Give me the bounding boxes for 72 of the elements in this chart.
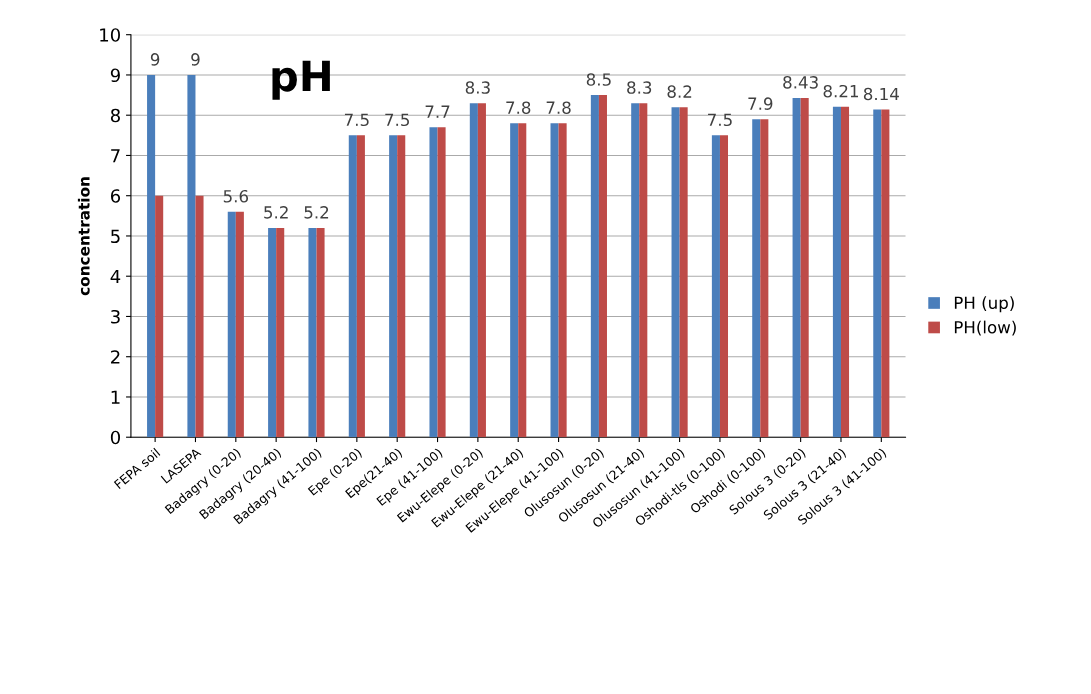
- bar: [840, 106, 850, 438]
- y-tick-label: 5: [111, 229, 120, 244]
- legend-label: PH (up): [954, 296, 1014, 313]
- bar: [518, 123, 527, 438]
- data-label: 5.6: [223, 189, 249, 203]
- bar: [550, 123, 559, 438]
- y-tick-label: 10: [100, 28, 120, 42]
- bar: [719, 135, 729, 438]
- data-label: 8.43: [783, 76, 818, 89]
- bar: [356, 135, 365, 438]
- bar: [639, 103, 648, 438]
- bar: [195, 195, 204, 438]
- bar: [631, 103, 640, 438]
- data-label: 8.21: [823, 84, 858, 98]
- data-label: 8.3: [627, 81, 652, 94]
- bar: [800, 97, 809, 438]
- y-tick-label: 3: [111, 309, 120, 324]
- bar: [187, 74, 196, 438]
- bar: [235, 211, 244, 438]
- bar: [348, 135, 357, 438]
- bar: [590, 95, 599, 438]
- data-label: 8.3: [465, 81, 490, 94]
- bar: [429, 127, 438, 438]
- data-label: 7.5: [344, 113, 369, 127]
- text: pH: [272, 60, 330, 100]
- data-label: 7.8: [546, 101, 571, 114]
- bar: [316, 227, 325, 438]
- legend-label: PH(low): [954, 320, 1016, 336]
- data-label: 7.5: [708, 113, 732, 127]
- data-label: 5.2: [304, 206, 329, 219]
- y-tick-label: 4: [110, 269, 121, 284]
- data-label: 7.9: [748, 97, 773, 110]
- data-label: 5.2: [264, 206, 288, 219]
- bar: [147, 74, 156, 438]
- bar: [477, 103, 486, 438]
- bar: [873, 109, 882, 438]
- bar: [389, 135, 398, 438]
- bar: [276, 227, 285, 438]
- y-tick-label: 2: [111, 350, 120, 364]
- data-label: 7.7: [425, 105, 450, 118]
- data-label: 9: [191, 53, 200, 66]
- y-axis-title: concentration: [77, 177, 90, 296]
- data-label: 9: [150, 53, 160, 66]
- bar: [227, 211, 236, 438]
- bar: [711, 135, 720, 438]
- bar: [679, 107, 688, 438]
- data-label: 7.8: [506, 101, 531, 114]
- bar: [558, 123, 567, 438]
- bar: [155, 195, 164, 438]
- bar: [752, 119, 761, 438]
- bar: [469, 103, 478, 438]
- y-tick-label: 1: [111, 390, 120, 404]
- y-tick-label: 6: [110, 189, 121, 203]
- data-label: 8.5: [586, 73, 611, 86]
- y-tick-label: 8: [110, 108, 120, 123]
- y-tick-label: 7: [111, 149, 120, 163]
- bar: [268, 227, 277, 438]
- bar: [598, 95, 607, 438]
- bar: [792, 97, 801, 438]
- y-tick-label: 9: [110, 68, 120, 83]
- bar: [510, 123, 519, 438]
- bar: [397, 135, 406, 438]
- bar: [437, 127, 446, 438]
- bar: [760, 119, 769, 438]
- y-tick-label: 0: [110, 430, 120, 445]
- bar: [308, 227, 317, 438]
- data-label: 8.2: [667, 85, 692, 98]
- bar: [671, 107, 680, 438]
- data-label: 7.5: [385, 113, 409, 127]
- bar: [832, 106, 841, 438]
- bar: [881, 109, 890, 438]
- data-label: 8.14: [863, 87, 899, 101]
